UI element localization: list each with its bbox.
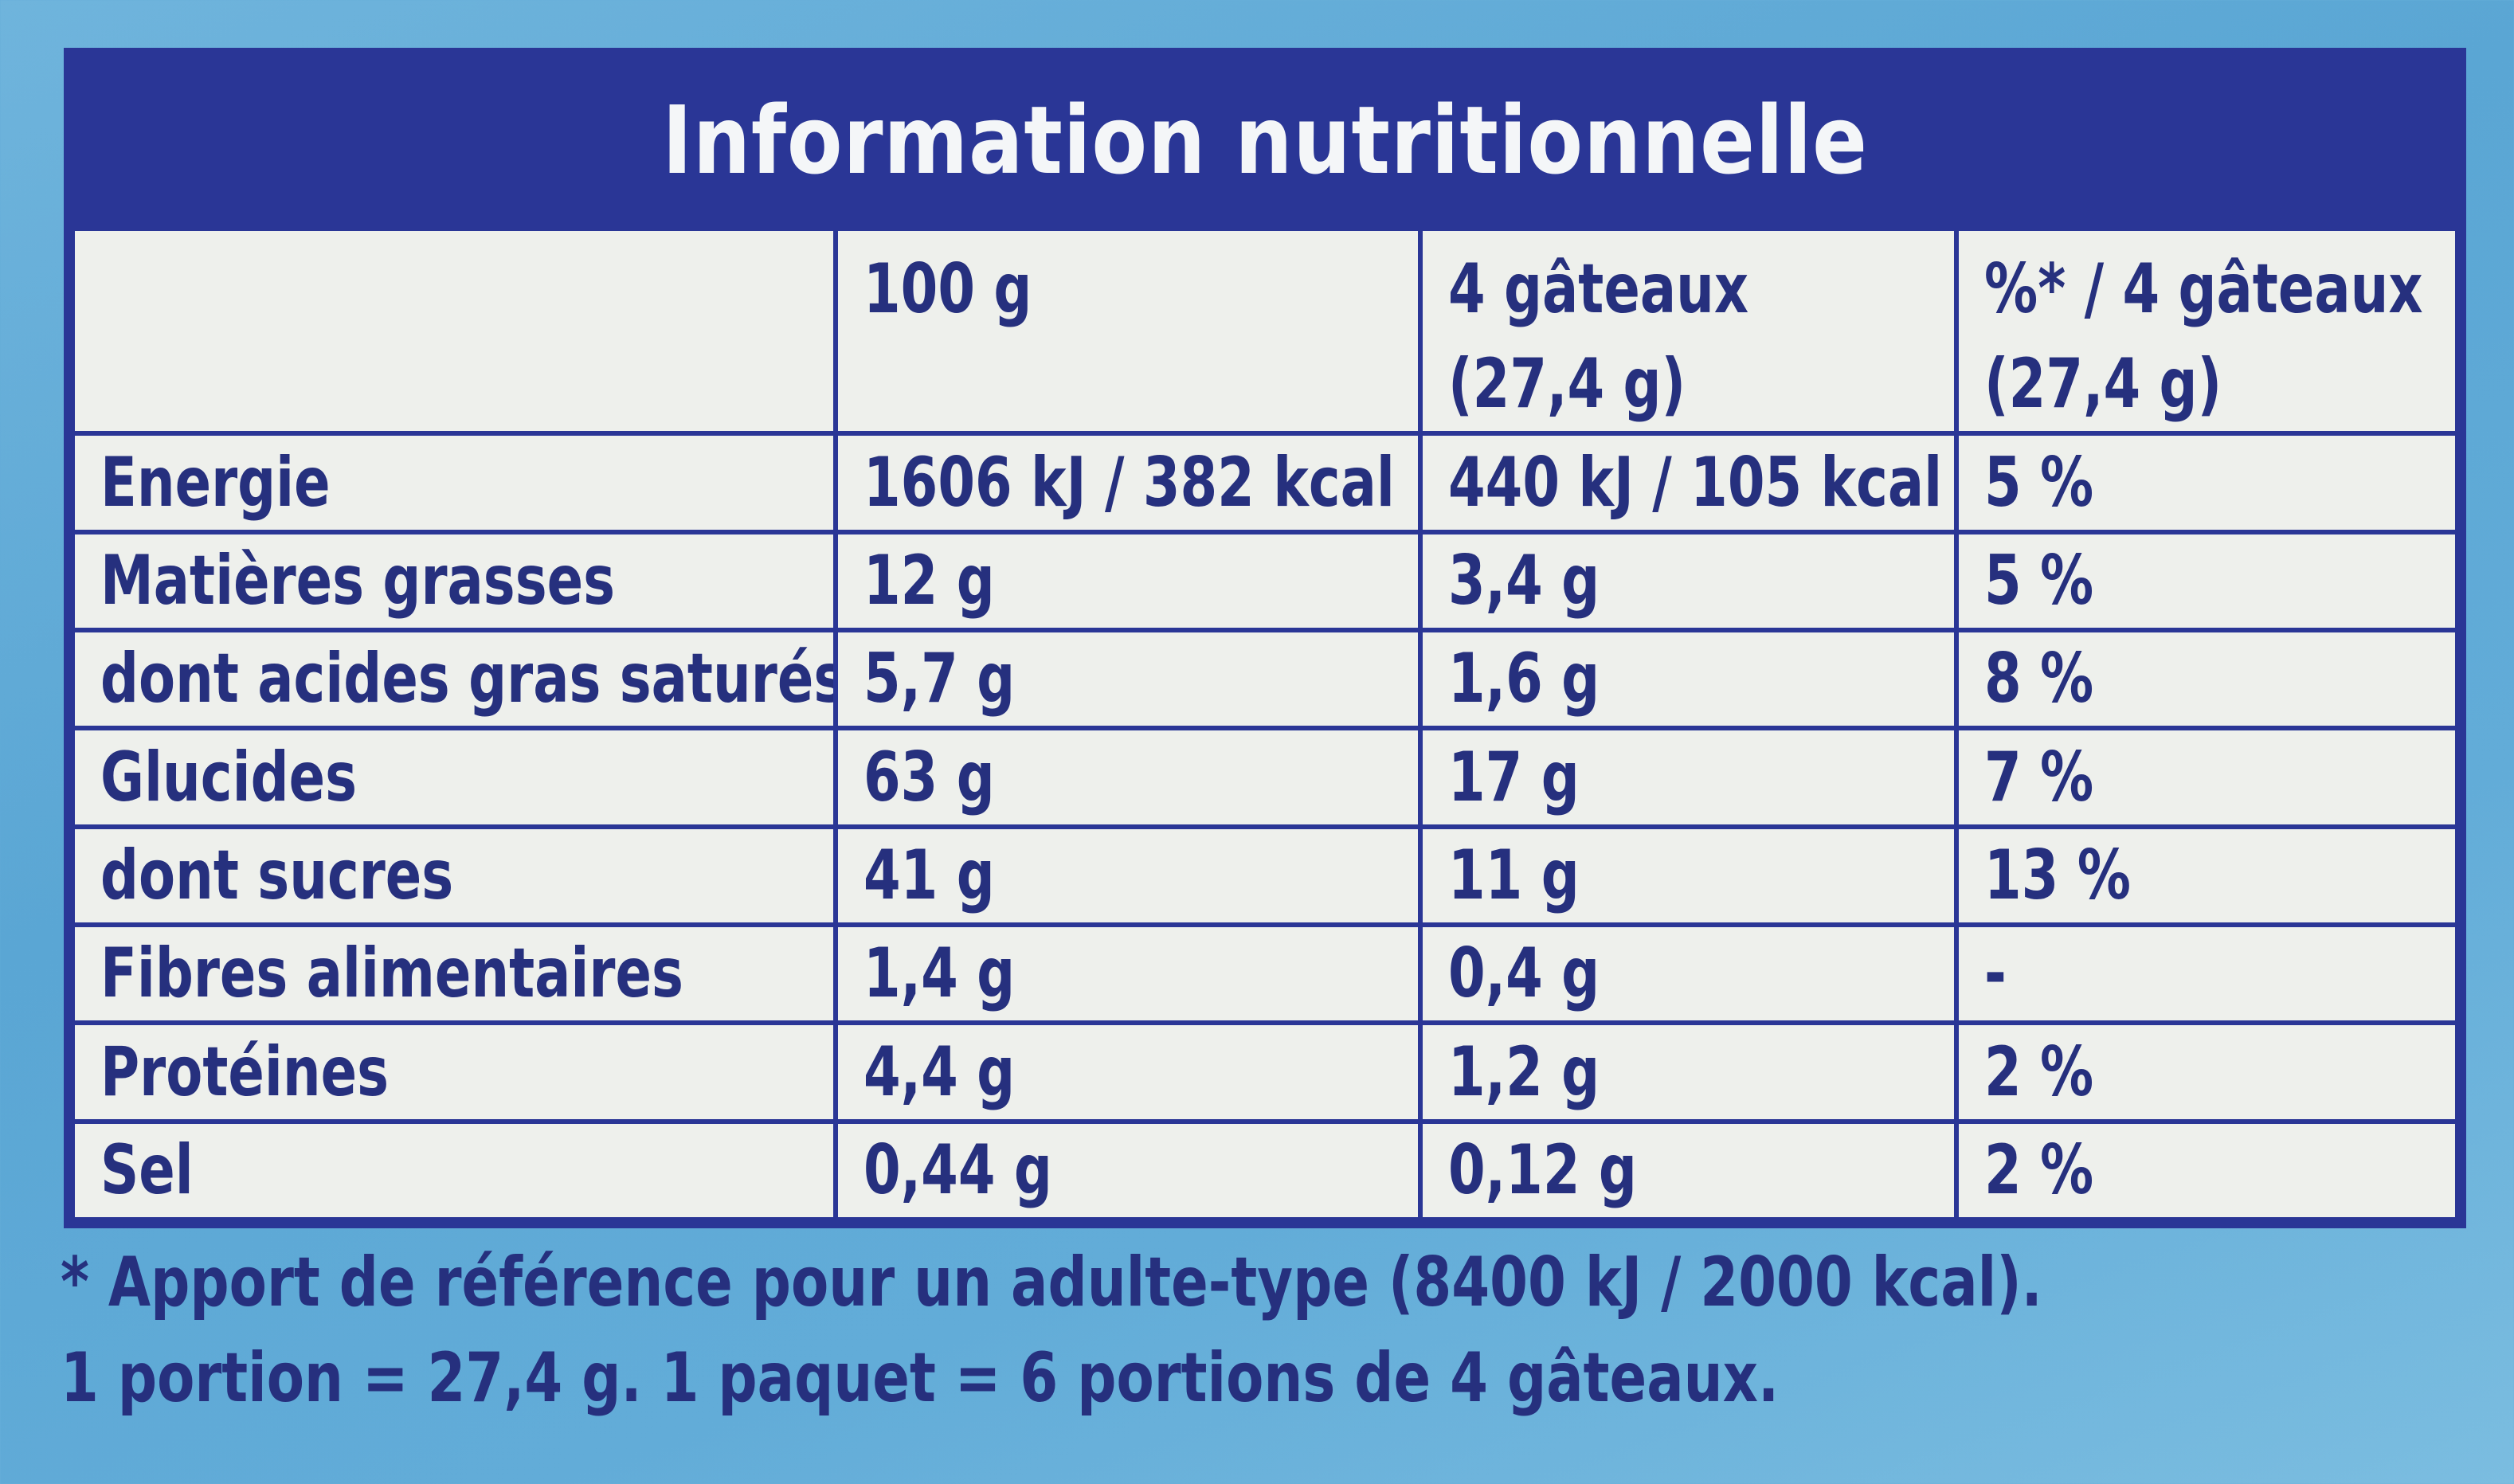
nutrient-label: Fibres alimentaires (69, 922, 839, 1026)
footnote-portion-info: 1 portion = 27,4 g. 1 paquet = 6 portion… (61, 1338, 1780, 1418)
value-per-portion: 1,6 g (1417, 627, 1960, 731)
nutrient-label: dont acides gras saturés (69, 627, 839, 731)
footnote-reference-intake: * Apport de référence pour un adulte-typ… (61, 1243, 2042, 1322)
value-percent: 2 % (1954, 1020, 2460, 1124)
table-row: Protéines 4,4 g 1,2 g 2 % (69, 1020, 2460, 1124)
panel-title: Information nutritionnelle (662, 85, 1868, 195)
value-per-100g: 1606 kJ / 382 kcal (833, 431, 1423, 534)
value-percent: 5 % (1954, 529, 2460, 633)
nutrient-label: Glucides (69, 726, 839, 829)
header-per-100g: 100 g (833, 225, 1423, 437)
value-percent: 13 % (1954, 824, 2460, 927)
table-row: Matières grasses 12 g 3,4 g 5 % (69, 529, 2460, 633)
nutrient-label: Matières grasses (69, 529, 839, 633)
value-percent: 2 % (1954, 1118, 2460, 1223)
value-percent: 7 % (1954, 726, 2460, 829)
header-empty-cell (69, 225, 839, 437)
value-per-portion: 0,12 g (1417, 1118, 1960, 1223)
table-row: dont sucres 41 g 11 g 13 % (69, 824, 2460, 927)
header-per-portion: 4 gâteaux (27,4 g) (1417, 225, 1960, 437)
value-per-portion: 11 g (1417, 824, 1960, 927)
table-row: Energie 1606 kJ / 382 kcal 440 kJ / 105 … (69, 431, 2460, 534)
value-per-portion: 440 kJ / 105 kcal (1417, 431, 1960, 534)
value-percent: 8 % (1954, 627, 2460, 731)
value-per-portion: 3,4 g (1417, 529, 1960, 633)
nutrient-label: Sel (69, 1118, 839, 1223)
nutrient-label: Protéines (69, 1020, 839, 1124)
nutrient-label: Energie (69, 431, 839, 534)
table-header-row: 100 g 4 gâteaux (27,4 g) %* / 4 gâteaux … (69, 225, 2460, 437)
header-percent-reference: %* / 4 gâteaux (27,4 g) (1954, 225, 2460, 437)
nutrition-table: 100 g 4 gâteaux (27,4 g) %* / 4 gâteaux … (69, 225, 2460, 1223)
value-percent: - (1954, 922, 2460, 1026)
table-row: dont acides gras saturés 5,7 g 1,6 g 8 % (69, 627, 2460, 731)
nutrition-panel: Information nutritionnelle 100 g 4 gâtea… (64, 48, 2466, 1228)
value-per-100g: 0,44 g (833, 1118, 1423, 1223)
value-percent: 5 % (1954, 431, 2460, 534)
title-bar: Information nutritionnelle (70, 54, 2460, 226)
value-per-100g: 5,7 g (833, 627, 1423, 731)
value-per-portion: 0,4 g (1417, 922, 1960, 1026)
value-per-portion: 17 g (1417, 726, 1960, 829)
value-per-100g: 1,4 g (833, 922, 1423, 1026)
value-per-portion: 1,2 g (1417, 1020, 1960, 1124)
value-per-100g: 41 g (833, 824, 1423, 927)
table-row: Glucides 63 g 17 g 7 % (69, 726, 2460, 829)
value-per-100g: 12 g (833, 529, 1423, 633)
value-per-100g: 63 g (833, 726, 1423, 829)
table-row: Sel 0,44 g 0,12 g 2 % (69, 1118, 2460, 1223)
table-row: Fibres alimentaires 1,4 g 0,4 g - (69, 922, 2460, 1026)
value-per-100g: 4,4 g (833, 1020, 1423, 1124)
nutrient-label: dont sucres (69, 824, 839, 927)
